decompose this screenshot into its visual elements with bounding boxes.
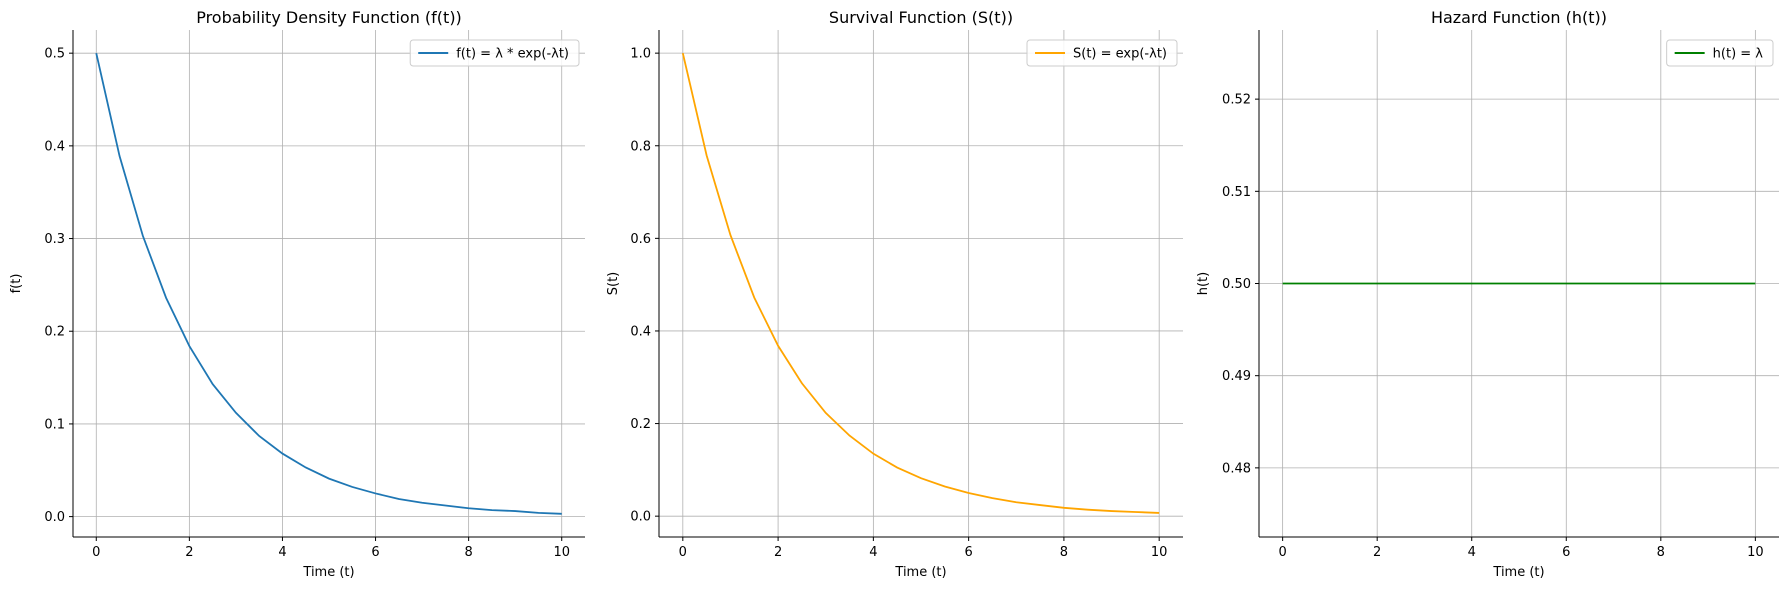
y-tick-label: 0.49 xyxy=(1222,369,1251,384)
x-tick-label: 10 xyxy=(553,545,570,560)
y-tick-label: 0.0 xyxy=(44,510,65,525)
x-axis-label: Time (t) xyxy=(1492,565,1544,580)
x-axis-label: Time (t) xyxy=(894,565,946,580)
y-tick-label: 0.1 xyxy=(44,417,65,432)
y-tick-label: 0.3 xyxy=(44,232,65,247)
y-tick-label: 0.8 xyxy=(630,139,651,154)
y-tick-label: 0.2 xyxy=(44,325,65,340)
x-tick-label: 2 xyxy=(185,545,193,560)
chart-title: Hazard Function (h(t)) xyxy=(1431,8,1607,27)
chart-panel-2: 0 2 4 6 8 10 0.0 0.2 0.4 0.6 0.8 1.0 Survival Functi… xyxy=(606,8,1183,580)
x-tick-label: 8 xyxy=(1060,545,1068,560)
y-tick-label: 0.51 xyxy=(1222,185,1251,200)
x-tick-label: 0 xyxy=(679,545,687,560)
x-tick-label: 2 xyxy=(1373,545,1381,560)
y-axis-label: S(t) xyxy=(606,272,621,296)
chart-panel-1: 0 2 4 6 8 10 0.0 0.1 0.2 0.3 0.4 0.5 Probability Den… xyxy=(9,8,585,580)
x-tick-label: 4 xyxy=(278,545,286,560)
x-tick-label: 0 xyxy=(92,545,100,560)
legend-label: f(t) = λ * exp(-λt) xyxy=(456,47,569,62)
legend: S(t) = exp(-λt) xyxy=(1026,39,1178,67)
x-tick-label: 8 xyxy=(1657,545,1665,560)
legend-label: S(t) = exp(-λt) xyxy=(1073,47,1167,62)
x-tick-label: 10 xyxy=(1747,545,1764,560)
x-tick-label: 10 xyxy=(1151,545,1168,560)
y-axis-label: f(t) xyxy=(9,274,24,294)
x-tick-label: 2 xyxy=(774,545,782,560)
series-line-1 xyxy=(681,52,1160,514)
legend-box xyxy=(1666,39,1774,67)
legend: h(t) = λ xyxy=(1666,39,1774,67)
x-tick-label: 6 xyxy=(1562,545,1570,560)
chart-title: Survival Function (S(t)) xyxy=(829,8,1013,27)
x-tick-label: 8 xyxy=(464,545,472,560)
chart-panel-3: 0 2 4 6 8 10 0.48 0.49 0.50 0.51 0.52 Hazard Functi… xyxy=(1196,8,1779,580)
x-tick-label: 4 xyxy=(1468,545,1476,560)
y-tick-label: 0.50 xyxy=(1222,277,1251,292)
y-axis-label: h(t) xyxy=(1196,272,1211,295)
y-tick-label: 0.5 xyxy=(44,47,65,62)
y-tick-label: 0.4 xyxy=(44,139,65,154)
x-tick-label: 4 xyxy=(869,545,877,560)
y-tick-label: 1.0 xyxy=(630,47,651,62)
legend-box xyxy=(409,39,580,67)
x-tick-label: 0 xyxy=(1278,545,1286,560)
x-tick-label: 6 xyxy=(371,545,379,560)
x-axis-label: Time (t) xyxy=(302,565,354,580)
legend-label: h(t) = λ xyxy=(1713,47,1764,62)
y-tick-label: 0.0 xyxy=(630,510,651,525)
y-tick-label: 0.48 xyxy=(1222,461,1251,476)
y-tick-label: 0.6 xyxy=(630,232,651,247)
legend: f(t) = λ * exp(-λt) xyxy=(409,39,580,67)
chart-title: Probability Density Function (f(t)) xyxy=(196,8,462,27)
x-tick-label: 6 xyxy=(964,545,972,560)
y-tick-label: 0.4 xyxy=(630,324,651,339)
y-tick-label: 0.2 xyxy=(630,417,651,432)
y-tick-label: 0.52 xyxy=(1222,93,1251,108)
legend-box xyxy=(1026,39,1178,67)
series-line-1 xyxy=(95,52,562,515)
